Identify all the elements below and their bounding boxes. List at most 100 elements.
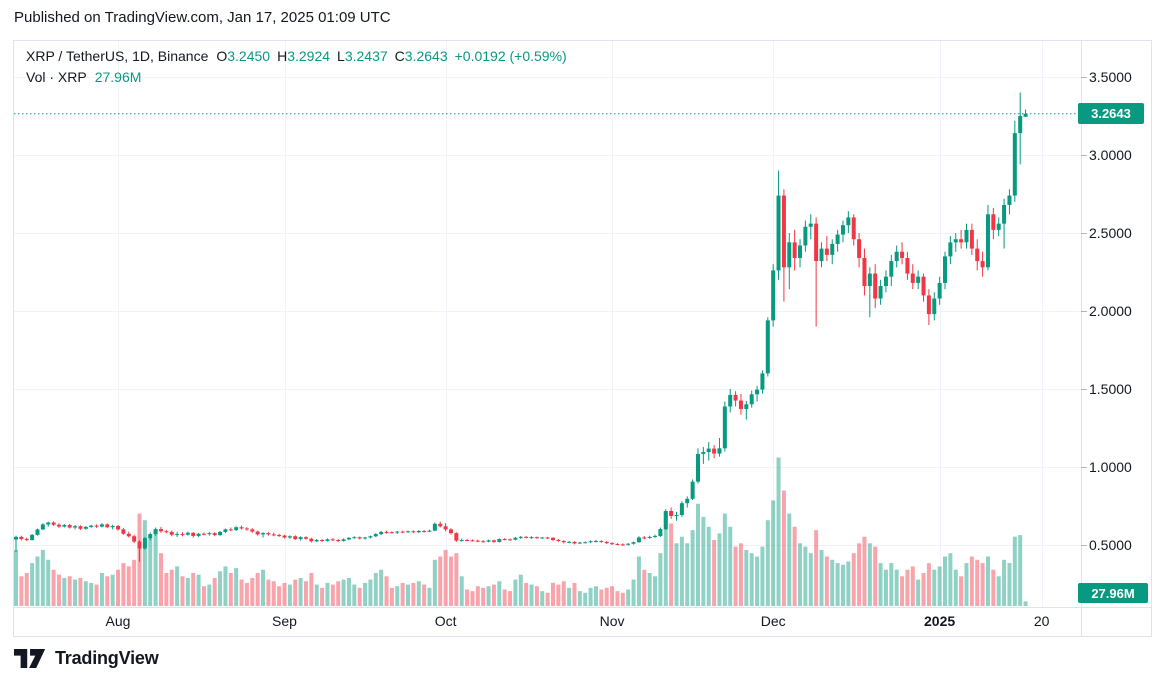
candle <box>314 539 319 543</box>
volume-bar <box>244 582 249 606</box>
candle <box>567 540 572 544</box>
candle <box>910 264 915 290</box>
volume-bar <box>959 576 964 606</box>
candle <box>443 523 448 532</box>
candle <box>465 539 470 542</box>
volume-bar <box>363 582 368 606</box>
volume-bar <box>969 556 974 606</box>
candle <box>803 220 808 252</box>
candle <box>851 214 856 246</box>
volume-bar <box>465 589 470 606</box>
candle <box>411 530 416 534</box>
volume-bar <box>830 559 835 606</box>
volume-bar <box>497 581 502 606</box>
volume-bar <box>255 573 260 606</box>
candle <box>309 537 314 543</box>
candle <box>943 251 948 290</box>
candle <box>158 526 163 533</box>
volume-bar <box>653 576 658 606</box>
volume-bar <box>330 584 335 606</box>
volume-bar <box>432 559 437 606</box>
candle <box>620 543 625 546</box>
volume-bar <box>900 576 905 606</box>
last-price-badge: 3.2643 <box>1078 103 1144 124</box>
candle <box>658 527 663 537</box>
candle <box>894 245 899 268</box>
volume-bar <box>379 569 384 606</box>
candle <box>900 242 905 265</box>
volume-bar <box>738 543 743 606</box>
candle <box>491 539 496 543</box>
candle <box>781 189 786 302</box>
volume-bar <box>411 582 416 606</box>
volume-bar <box>1023 601 1028 606</box>
price-tick-label: 2.0000 <box>1089 303 1132 319</box>
candle <box>932 292 937 321</box>
volume-bar <box>717 533 722 606</box>
volume-bar <box>695 503 700 606</box>
candle <box>524 535 529 539</box>
volume-bar <box>153 530 158 606</box>
candle <box>239 525 244 530</box>
candle <box>765 317 770 377</box>
volume-bar <box>282 582 287 606</box>
volume-bar <box>910 566 915 606</box>
time-axis[interactable] <box>14 608 1151 636</box>
ohlc-close: C3.2643 <box>394 48 448 64</box>
volume-bar <box>293 579 298 606</box>
volume-bar <box>824 556 829 606</box>
candle <box>298 536 303 541</box>
candlestick-chart[interactable] <box>14 41 1151 636</box>
volume-bar <box>975 559 980 606</box>
tradingview-attribution[interactable]: TradingView <box>14 648 159 669</box>
volume-bar <box>776 457 781 606</box>
volume-bar <box>540 591 545 606</box>
candle <box>62 524 67 528</box>
volume-bar <box>427 587 432 606</box>
volume-bar <box>46 559 51 606</box>
candle <box>508 538 513 541</box>
volume-bar <box>663 513 668 606</box>
time-tick-label: Dec <box>760 613 786 629</box>
volume-bar <box>755 556 760 606</box>
candle <box>78 525 83 531</box>
volume-bar <box>733 546 738 606</box>
candle <box>733 391 738 407</box>
candle <box>116 525 121 531</box>
volume-bar <box>787 513 792 606</box>
candle <box>132 534 137 544</box>
volume-bar <box>781 490 786 606</box>
candle <box>67 523 72 529</box>
candle <box>722 401 727 452</box>
price-tick-label: 3.5000 <box>1089 69 1132 85</box>
volume-bar <box>169 569 174 606</box>
candle <box>771 264 776 327</box>
volume-bar <box>524 582 529 606</box>
volume-bar <box>67 576 72 606</box>
candle <box>690 479 695 501</box>
volume-bar <box>470 591 475 606</box>
price-axis[interactable] <box>1081 41 1151 606</box>
volume-bar <box>867 543 872 606</box>
volume-bar <box>878 563 883 606</box>
volume-bar <box>567 587 572 606</box>
volume-bar <box>486 586 491 606</box>
volume-bar <box>352 584 357 606</box>
candle <box>937 276 942 305</box>
volume-bar <box>873 546 878 606</box>
volume-bar <box>577 591 582 606</box>
candle <box>561 540 566 544</box>
candle <box>1007 189 1012 215</box>
candle <box>798 239 803 268</box>
candle <box>137 540 142 562</box>
volume-bar <box>846 561 851 606</box>
candle <box>969 223 974 255</box>
candle <box>551 537 555 541</box>
candle <box>867 267 872 318</box>
candle <box>40 523 45 531</box>
candle <box>534 536 539 539</box>
candle <box>964 223 969 249</box>
volume-bar <box>642 569 647 606</box>
volume-bar <box>40 549 45 606</box>
volume-bar <box>1012 536 1017 606</box>
